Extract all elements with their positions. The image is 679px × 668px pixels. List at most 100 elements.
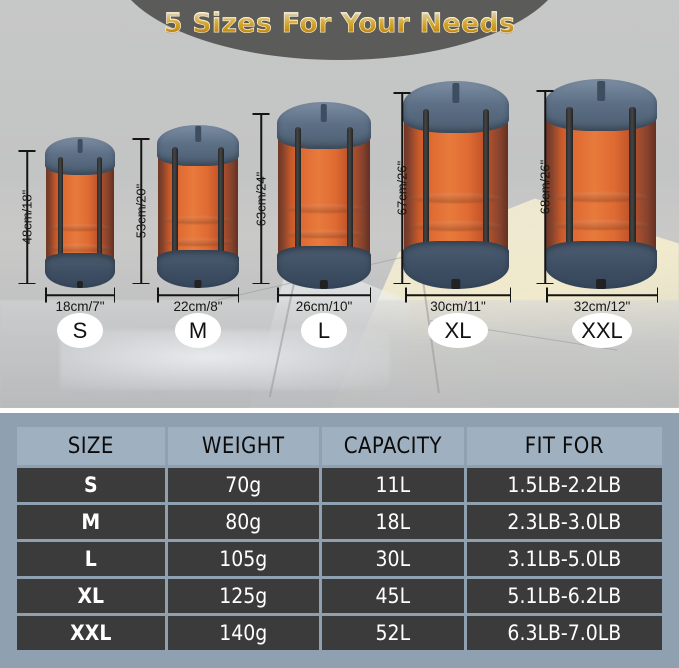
size-badge-m: M — [175, 313, 221, 348]
cell-fitfor: 1.5LB-2.2LB — [466, 468, 662, 502]
dimension-width-label: 26cm/10" — [295, 299, 353, 314]
table-row: M 80g 18L 2.3LB-3.0LB — [17, 505, 662, 539]
cell-capacity: 30L — [321, 542, 464, 576]
bag-buckle — [194, 280, 202, 289]
dimension-width-xl: 30cm/11" — [405, 287, 511, 314]
cell-fitfor: 6.3LB-7.0LB — [466, 616, 662, 650]
bag-crease — [283, 229, 365, 239]
spec-table-panel: SIZE WEIGHT CAPACITY FIT FOR S 70g 11L 1… — [0, 413, 679, 668]
cell-fitfor: 5.1LB-6.2LB — [466, 579, 662, 613]
cell-size: M — [17, 505, 165, 539]
product-bag-s — [45, 137, 115, 288]
dimension-height-m: 53cm/20" — [126, 138, 156, 284]
cell-fitfor: 2.3LB-3.0LB — [466, 505, 662, 539]
dimension-width-label: 32cm/12" — [573, 299, 631, 314]
column-header-fitfor: FIT FOR — [466, 427, 662, 465]
dimension-height-label: 68cm/26" — [537, 159, 553, 215]
column-header-size: SIZE — [17, 427, 165, 465]
page-title: 5 Sizes For Your Needs — [113, 8, 566, 40]
table-row: XL 125g 45L 5.1LB-6.2LB — [17, 579, 662, 613]
size-badge-l: L — [301, 313, 347, 348]
bag-strap — [294, 127, 301, 268]
cell-capacity: 18L — [321, 505, 464, 539]
size-badge-s: S — [57, 313, 103, 348]
size-badge-label: XL — [444, 317, 472, 343]
bag-crease — [552, 220, 650, 231]
bag-crease — [552, 192, 650, 203]
product-bag-xl — [402, 81, 510, 289]
size-badge-label: L — [317, 317, 331, 343]
table-row: L 105g 30L 3.1LB-5.0LB — [17, 542, 662, 576]
bag-crease — [410, 221, 502, 231]
bag-pull-tab — [597, 80, 605, 102]
cell-capacity: 45L — [321, 579, 464, 613]
bag-pull-tab — [195, 126, 201, 143]
dimension-width-l: 26cm/10" — [277, 287, 371, 314]
table-row: XXL 140g 52L 6.3LB-7.0LB — [17, 616, 662, 650]
bag-crease — [50, 224, 110, 232]
dimension-height-label: 63cm/24" — [253, 171, 269, 226]
bag-strap — [172, 146, 178, 270]
cell-weight: 140g — [167, 616, 319, 650]
column-header-capacity: CAPACITY — [321, 427, 464, 465]
table-row: S 70g 11L 1.5LB-2.2LB — [17, 468, 662, 502]
dimension-height-label: 48cm/18" — [19, 189, 35, 245]
bag-buckle — [451, 279, 461, 289]
bag-buckle — [319, 279, 329, 289]
size-badge-xxl: XXL — [572, 313, 632, 348]
cell-weight: 125g — [167, 579, 319, 613]
bag-crease — [283, 204, 365, 214]
cell-size: L — [17, 542, 165, 576]
spec-table: SIZE WEIGHT CAPACITY FIT FOR S 70g 11L 1… — [14, 424, 665, 653]
product-bag-m — [157, 124, 239, 289]
dimension-height-xxl: 68cm/26" — [530, 90, 560, 284]
bag-buckle — [596, 278, 606, 290]
cell-size: S — [17, 468, 165, 502]
bag-strap — [629, 107, 637, 265]
bag-strap — [347, 127, 354, 268]
bag-strap — [218, 146, 224, 270]
cell-weight: 80g — [167, 505, 319, 539]
product-photo-area: 5 Sizes For Your Needs 48cm/18" 18cm/7" … — [0, 0, 679, 408]
cell-capacity: 11L — [321, 468, 464, 502]
dimension-width-s: 18cm/7" — [45, 287, 115, 314]
bag-strap — [565, 107, 573, 265]
dimension-width-label: 22cm/8" — [173, 299, 223, 314]
dimension-width-xxl: 32cm/12" — [546, 287, 658, 314]
bag-pull-tab — [77, 138, 83, 154]
bag-crease — [410, 193, 502, 203]
bag-strap — [482, 109, 490, 265]
bag-strap — [58, 157, 63, 271]
size-badge-xl: XL — [428, 313, 488, 348]
dimension-height-xl: 67cm/26" — [387, 92, 417, 284]
bag-strap — [97, 157, 102, 271]
size-badge-label: M — [188, 317, 208, 343]
dimension-height-l: 63cm/24" — [246, 113, 276, 284]
bag-crease — [50, 244, 110, 252]
dimension-height-label: 53cm/20" — [133, 183, 149, 239]
size-badge-label: XXL — [581, 317, 623, 343]
bag-crease — [162, 237, 234, 246]
cell-size: XXL — [17, 616, 165, 650]
dimension-width-m: 22cm/8" — [157, 287, 239, 314]
product-bag-l — [277, 102, 371, 289]
size-badge-label: S — [72, 317, 88, 343]
dimension-width-label: 30cm/11" — [430, 299, 486, 314]
spec-table-wrapper: SIZE WEIGHT CAPACITY FIT FOR S 70g 11L 1… — [14, 424, 665, 653]
dimension-height-s: 48cm/18" — [12, 150, 42, 284]
product-bag-xxl — [544, 78, 658, 290]
bag-pull-tab — [452, 83, 460, 103]
cell-weight: 105g — [167, 542, 319, 576]
cell-fitfor: 3.1LB-5.0LB — [466, 542, 662, 576]
table-header-row: SIZE WEIGHT CAPACITY FIT FOR — [17, 427, 662, 465]
cell-capacity: 52L — [321, 616, 464, 650]
cell-weight: 70g — [167, 468, 319, 502]
column-header-weight: WEIGHT — [167, 427, 319, 465]
bag-buckle — [76, 280, 84, 288]
cell-size: XL — [17, 579, 165, 613]
bag-crease — [162, 215, 234, 224]
bag-strap — [422, 109, 430, 265]
bag-pull-tab — [320, 104, 328, 123]
dimension-width-label: 18cm/7" — [55, 299, 105, 314]
